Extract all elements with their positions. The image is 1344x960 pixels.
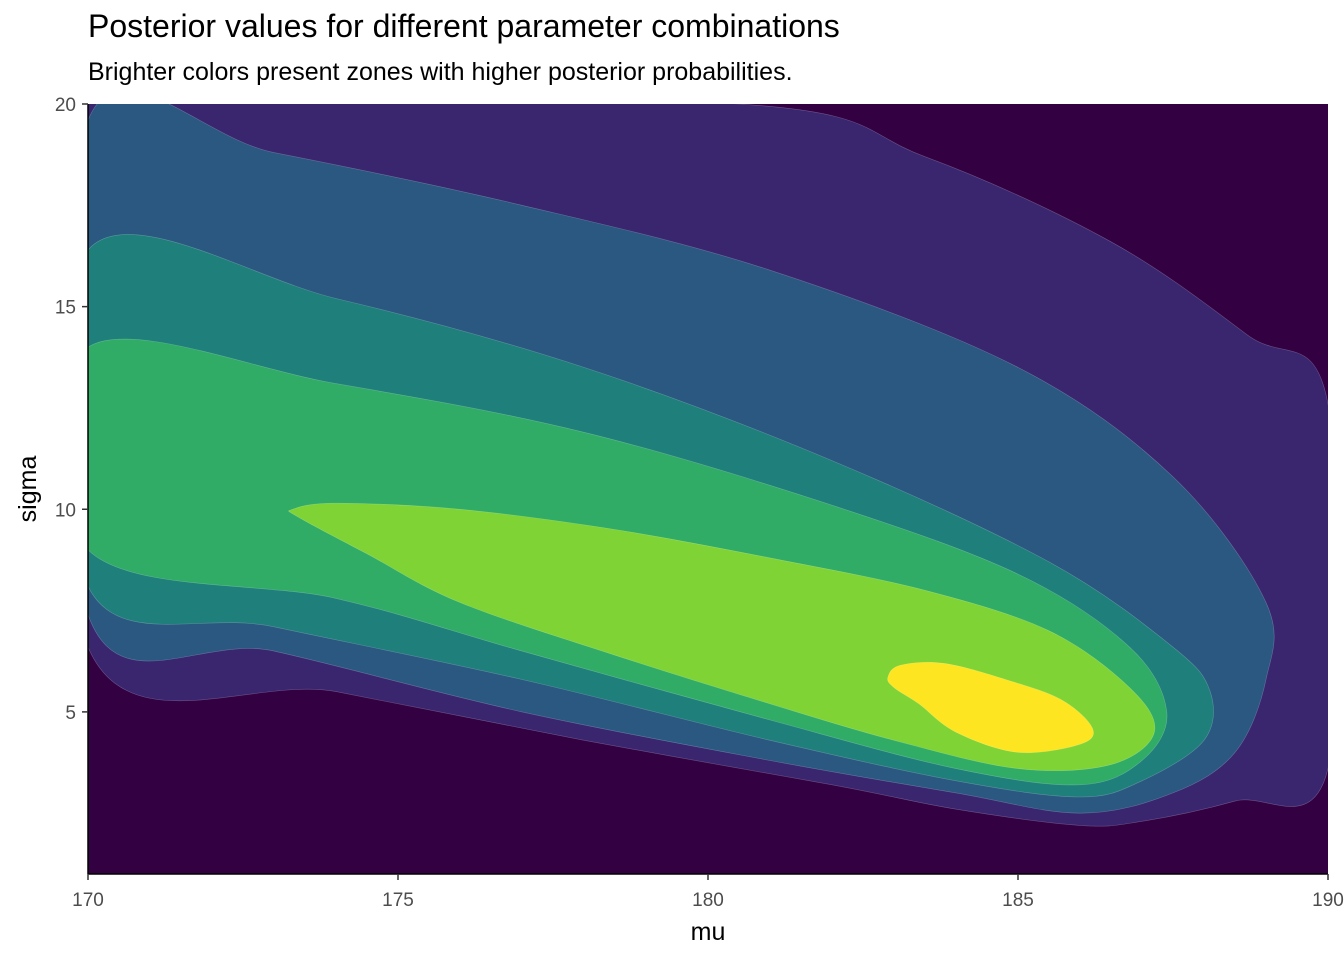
y-axis-ticks: 5 10 15 20	[55, 95, 88, 724]
chart-subtitle: Brighter colors present zones with highe…	[88, 58, 793, 86]
y-tick-label: 15	[55, 298, 76, 319]
y-tick-label: 20	[55, 95, 76, 116]
y-tick-label: 10	[55, 500, 76, 521]
x-axis-ticks: 170 175 180 185 190	[72, 874, 1344, 911]
x-tick-label: 180	[692, 890, 724, 911]
contour-layers	[88, 104, 1328, 827]
x-tick-label: 190	[1312, 890, 1344, 911]
contour-band-level-6	[887, 661, 1094, 754]
x-axis-title: mu	[691, 918, 726, 946]
x-tick-label: 175	[382, 890, 414, 911]
chart-title: Posterior values for different parameter…	[88, 8, 840, 44]
x-tick-label: 185	[1002, 890, 1034, 911]
y-axis-title: sigma	[14, 456, 42, 523]
y-tick-label: 5	[65, 703, 76, 724]
x-tick-label: 170	[72, 890, 104, 911]
